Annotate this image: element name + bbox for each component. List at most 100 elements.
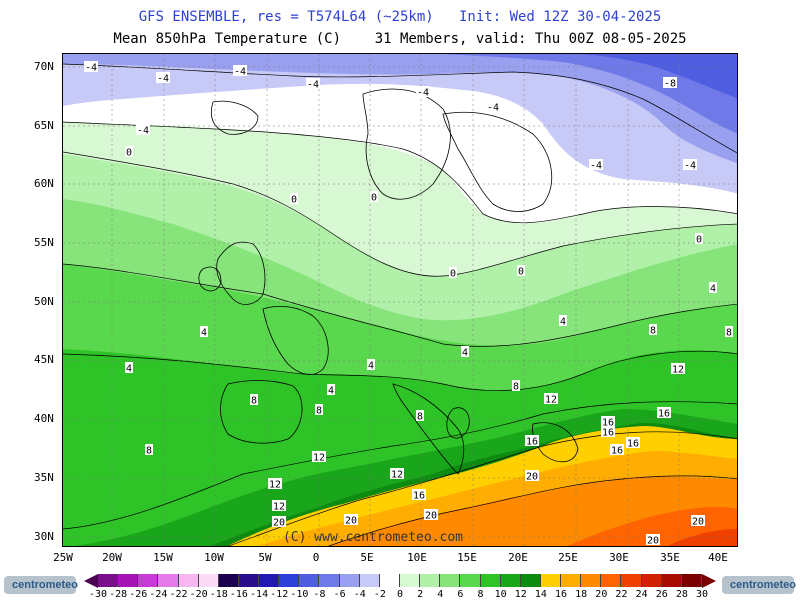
contour-label: 20 [647,536,659,547]
contour-label: 0 [450,269,456,280]
colorbar-tick-label: 22 [615,589,628,600]
contour-label-bg [626,437,640,448]
contour-label: 16 [526,437,538,448]
contour-label-bg [646,534,660,545]
colorbar-cell [299,574,320,587]
colorbar-cell [339,574,360,587]
lat-label: 70N [34,60,54,73]
lat-label: 45N [34,353,54,366]
colorbar-cell [379,574,400,587]
colorbar-cell [98,574,119,587]
lat-label: 60N [34,177,54,190]
contour-label: -4 [157,74,169,85]
contour-label-bg [327,384,335,395]
contour-label-bg [416,410,424,421]
colorbar-tick-label: -26 [129,589,148,600]
contour-label-bg [601,416,615,427]
contour-label-bg [424,509,438,520]
contour-label: 8 [251,396,257,407]
logo-text: centrometeo [730,579,797,591]
grid-lines [63,54,737,546]
colorbar-tick-label: 12 [514,589,527,600]
lon-label: 20E [508,551,528,564]
contour-label: -8 [664,79,676,90]
contour-label: 12 [269,480,281,491]
colorbar-cell [661,574,682,587]
contour-label-bg [344,514,358,525]
contour-label: 20 [273,518,285,529]
contour-label: 4 [201,328,207,339]
centrometeo-logo-right: centrometeo [722,576,797,594]
contour-label-bg [517,265,525,276]
contour-label-bg [449,267,457,278]
colorbar-tick-label: -24 [149,589,168,600]
contour-label: 12 [313,453,325,464]
lon-label: 40E [708,551,728,564]
colorbar-cell [218,574,239,587]
contour-label-bg [663,77,677,88]
lat-label: 35N [34,471,54,484]
contour-label: 20 [345,516,357,527]
colorbar-cell [158,574,179,587]
contour-label: 16 [602,418,614,429]
colorbar-tick-label: -8 [313,589,326,600]
colorbar-cell [359,574,380,587]
contour-label: 16 [627,439,639,450]
contour-label: 0 [291,195,297,206]
lat-label: 40N [34,412,54,425]
colorbar-cell [178,574,199,587]
colorbar-tick-label: 10 [494,589,507,600]
contour-label-bg [725,326,733,337]
contour-label: -4 [590,161,602,172]
colorbar-cell [561,574,582,587]
contour-label-bg [610,444,624,455]
band-minus6 [443,54,737,134]
contour-label-bg [272,516,286,527]
contour-label-bg [315,404,323,415]
colorbar-tick-label: 26 [655,589,668,600]
header-title-line2: Mean 850hPa Temperature (C) 31 Members, … [113,31,687,47]
contour-label-bg [145,444,153,455]
colorbar-cell [259,574,280,587]
colorbar-cell [621,574,642,587]
contour-label-bg [601,426,615,437]
contour-label: 12 [672,365,684,376]
contour-label-bg [306,78,320,89]
contour-label: 16 [658,409,670,420]
contour-label: 20 [425,511,437,522]
lon-label: 5W [258,551,272,564]
contour-label: 4 [462,348,468,359]
contour-label-bg [512,380,520,391]
contour-label-bg [683,159,697,170]
lon-label: 20W [102,551,122,564]
colorbar-tick-label: -14 [250,589,269,600]
colorbar-cell [238,574,260,587]
contour-label-bg [312,451,326,462]
contour-label: -4 [417,88,429,99]
contour-label-bg [649,324,657,335]
contour-label: -4 [234,67,246,78]
contour-label: -4 [487,103,499,114]
contour-label-bg [250,394,258,405]
contour-label-bg [390,468,404,479]
colorbar-tick-label: 2 [417,589,424,600]
contour-label: 0 [696,235,702,246]
colorbar-cell [601,574,622,587]
contour-label-bg [486,101,500,112]
contour-label: 4 [126,364,132,375]
contour-label-bg [589,159,603,170]
contour-label: 4 [368,361,374,372]
temperature-map: -4 -4 -4 -4 -4 -4 -4 -8 -4 -4 0 0 0 0 0 0 4 4 4 4 4 4 4 8 8 8 8 8 8 8… [62,53,738,547]
colorbar-arrow-left [84,574,98,588]
colorbar-tick-label: 30 [695,589,709,600]
contour-label: 0 [518,267,524,278]
contour-label: 16 [602,428,614,439]
lat-label: 55N [34,236,54,249]
centrometeo-logo-left: centrometeo [4,576,78,594]
colorbar-cell [520,574,541,587]
watermark: (C) www.centrometeo.com [283,530,463,545]
colorbar-tick-label: 6 [457,589,464,600]
lat-label: 30N [34,530,54,543]
lon-label: 10E [407,551,427,564]
lon-label: 10W [204,551,224,564]
